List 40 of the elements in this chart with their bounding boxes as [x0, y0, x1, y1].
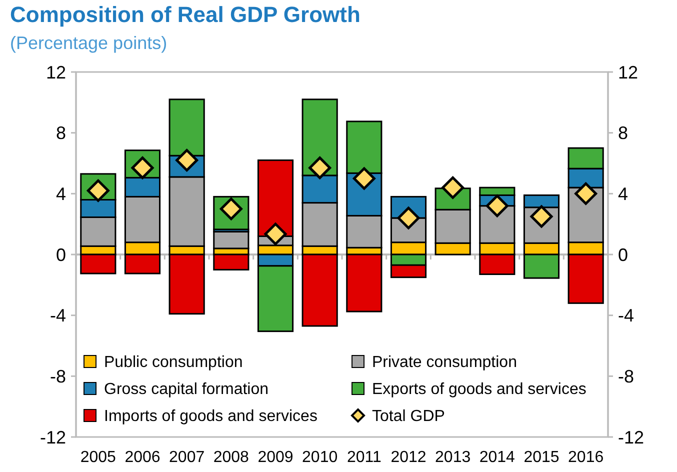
y-tick-label: 0: [56, 244, 66, 265]
point: [486, 194, 508, 218]
chart-subtitle: (Percentage points): [10, 33, 168, 53]
x-tick-label: 2012: [390, 449, 426, 466]
legend-label: Private consumption: [372, 354, 517, 372]
y2-tick-label: 12: [618, 62, 638, 82]
y-tick-label: 12: [46, 62, 66, 82]
x-tick-label: 2015: [524, 449, 560, 466]
x-tick-label: 2013: [435, 449, 471, 466]
x-tick-label: 2014: [479, 449, 516, 466]
x-tick-label: 2007: [169, 449, 205, 466]
x-tick-label: 2010: [302, 449, 338, 466]
y2-tick-label: 4: [618, 184, 628, 204]
y-tick-label: -12: [40, 427, 66, 448]
y-tick-label: 4: [56, 184, 66, 204]
x-tick-label: 2009: [258, 449, 294, 466]
x-tick-label: 2005: [80, 449, 116, 466]
y2-tick-label: -12: [618, 427, 644, 448]
x-tick-label: 2008: [213, 449, 250, 466]
legend-label: Public consumption: [104, 354, 243, 372]
legend-label: Exports of goods and services: [372, 381, 586, 398]
y-tick-label: -8: [50, 366, 66, 386]
legend-label: Imports of goods and services: [104, 408, 318, 426]
point: [264, 222, 287, 246]
point: [574, 182, 598, 205]
legend-label: Total GDP: [372, 408, 445, 426]
y2-tick-label: 8: [618, 123, 628, 144]
x-tick-label: 2016: [568, 449, 604, 466]
x-tick-label: 2011: [346, 449, 382, 466]
point: [442, 176, 464, 199]
legend-label: Gross capital formation: [104, 381, 269, 398]
chart-title: Composition of Real GDP Growth: [10, 2, 360, 27]
x-tick-label: 2006: [124, 449, 160, 466]
y2-tick-label: -8: [618, 366, 634, 386]
point: [308, 156, 332, 180]
y2-tick-label: -4: [618, 306, 634, 326]
point: [352, 167, 376, 190]
y-tick-label: 8: [56, 123, 66, 144]
y-tick-label: -4: [50, 306, 66, 326]
y2-tick-label: 0: [618, 244, 628, 265]
